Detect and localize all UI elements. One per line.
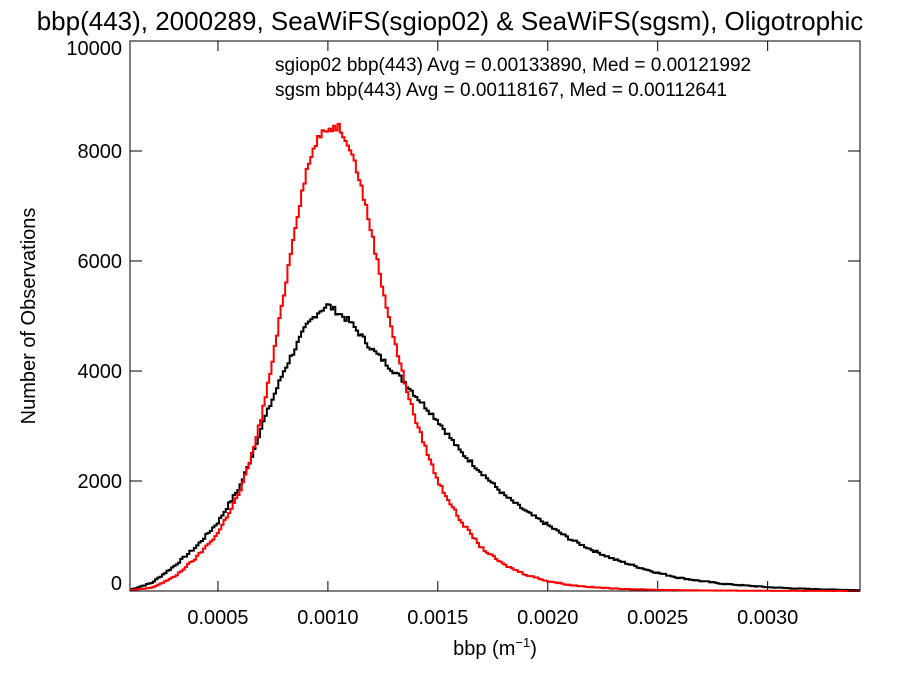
x-axis-label-close: ) xyxy=(530,638,537,660)
y-tick-label-2: 4000 xyxy=(78,361,123,383)
x-axis-label-superscript: −1 xyxy=(515,635,530,650)
series-sgsm-histogram xyxy=(130,122,860,592)
x-tick-label-4: 0.0025 xyxy=(627,607,688,629)
y-axis-ticks: 0 2000 4000 6000 8000 10000 xyxy=(66,38,860,595)
x-tick-label-0: 0.0005 xyxy=(187,607,248,629)
y-tick-label-0: 0 xyxy=(111,573,122,595)
y-tick-label-4: 8000 xyxy=(78,141,123,163)
x-tick-label-3: 0.0020 xyxy=(517,607,578,629)
y-tick-label-3: 6000 xyxy=(78,251,123,273)
y-axis-label: Number of Observations xyxy=(18,208,40,425)
plot-area-frame xyxy=(129,40,861,592)
chart-title: bbp(443), 2000289, SeaWiFS(sgiop02) & Se… xyxy=(37,6,864,36)
annotation-sgsm-stats: sgsm bbp(443) Avg = 0.00118167, Med = 0.… xyxy=(275,80,727,101)
series-sgiop02-histogram xyxy=(130,303,860,592)
x-axis-label: bbp (m−1) xyxy=(453,635,537,660)
y-tick-label-5: 10000 xyxy=(66,38,122,60)
series-layer xyxy=(130,122,860,592)
x-tick-label-1: 0.0010 xyxy=(297,607,358,629)
y-tick-label-1: 2000 xyxy=(78,471,123,493)
x-tick-label-5: 0.0030 xyxy=(737,607,798,629)
annotation-sgiop02-stats: sgiop02 bbp(443) Avg = 0.00133890, Med =… xyxy=(275,55,751,76)
x-axis-ticks: 0.0005 0.0010 0.0015 0.0020 0.0025 0.0030 xyxy=(187,41,798,629)
x-tick-label-2: 0.0015 xyxy=(407,607,468,629)
x-axis-label-main: bbp (m xyxy=(453,638,515,660)
